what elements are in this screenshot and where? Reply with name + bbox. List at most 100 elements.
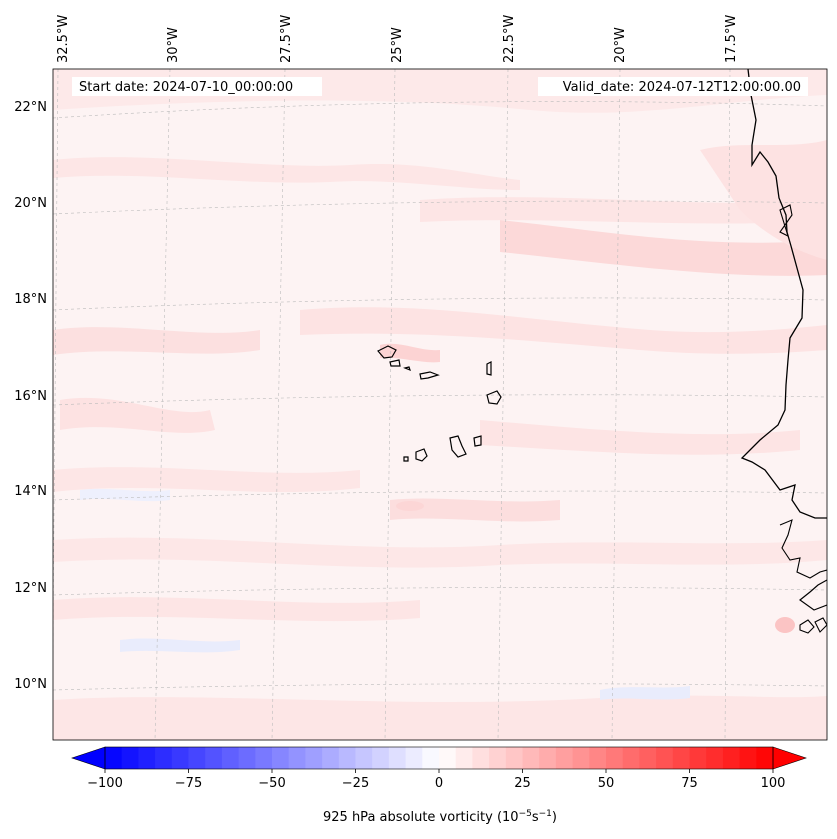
colorbar-segment bbox=[555, 747, 573, 769]
colorbar-tick-label: −100 bbox=[87, 776, 123, 791]
colorbar-segment bbox=[221, 747, 239, 769]
island-sao-nicolau bbox=[419, 371, 440, 380]
island-fogo bbox=[415, 448, 428, 462]
colorbar-segment bbox=[205, 747, 223, 769]
colorbar-segment bbox=[105, 747, 123, 769]
colorbar-tick-label: −50 bbox=[258, 776, 285, 791]
colorbar-max-extend-arrow bbox=[772, 746, 807, 770]
colorbar-segment bbox=[606, 747, 624, 769]
valid-date-box bbox=[538, 77, 808, 96]
colorbar-segment bbox=[388, 747, 406, 769]
colorbar-segment bbox=[672, 747, 690, 769]
start-date-text: Start date: 2024-07-10_00:00:00 bbox=[79, 80, 293, 95]
colorbar-segment bbox=[338, 747, 356, 769]
lat-label: 16°N bbox=[14, 389, 47, 404]
valid-date-text: Valid_date: 2024-07-12T12:00:00.00 bbox=[563, 80, 801, 95]
colorbar-label-exp2: −1 bbox=[539, 809, 552, 819]
cap-vert-peninsula bbox=[779, 204, 793, 238]
africa-coast-south bbox=[799, 579, 827, 611]
lon-label: 25°W bbox=[390, 27, 405, 63]
colorbar-segment bbox=[288, 747, 306, 769]
island-santa-luzia bbox=[403, 366, 411, 372]
bissau-islands bbox=[779, 519, 827, 634]
colorbar-segment bbox=[188, 747, 206, 769]
colorbar-segment bbox=[656, 747, 674, 769]
graticule bbox=[53, 69, 827, 740]
colorbar-tick-label: 100 bbox=[761, 776, 786, 791]
colorbar-segment bbox=[455, 747, 473, 769]
colorbar-segment bbox=[572, 747, 590, 769]
africa-coastline bbox=[740, 69, 827, 519]
colorbar-segment bbox=[255, 747, 273, 769]
colorbar-segment bbox=[639, 747, 657, 769]
colorbar-label-mid: s bbox=[532, 810, 539, 825]
lon-label: 30°W bbox=[166, 27, 181, 63]
colorbar-min-extend-arrow bbox=[71, 746, 106, 770]
colorbar-segment bbox=[439, 747, 457, 769]
island-santo-antao bbox=[377, 345, 397, 359]
colorbar-tick-label: 50 bbox=[598, 776, 615, 791]
lon-label: 17.5°W bbox=[724, 15, 739, 63]
colorbar-segment bbox=[155, 747, 173, 769]
latitude-labels: 22°N 20°N 18°N 16°N 14°N 12°N 10°N bbox=[14, 100, 47, 692]
colorbar-segment bbox=[522, 747, 540, 769]
colorbar-tick-label: −75 bbox=[175, 776, 202, 791]
map-panel: Start date: 2024-07-10_00:00:00 Valid_da… bbox=[53, 69, 827, 740]
colorbar-segment bbox=[272, 747, 290, 769]
colorbar-label: 925 hPa absolute vorticity (10−5s−1) bbox=[323, 809, 557, 825]
colorbar-segment bbox=[405, 747, 423, 769]
colorbar-segments bbox=[105, 747, 774, 769]
colorbar-segment bbox=[489, 747, 507, 769]
colorbar-segment bbox=[138, 747, 156, 769]
start-date-box bbox=[72, 77, 322, 96]
island-santiago bbox=[449, 435, 467, 458]
colorbar-segment bbox=[372, 747, 390, 769]
colorbar-segment bbox=[722, 747, 740, 769]
colorbar-segment bbox=[171, 747, 189, 769]
colorbar-segment bbox=[756, 747, 774, 769]
island-sal bbox=[486, 361, 492, 376]
island-boa-vista bbox=[486, 390, 502, 405]
lon-label: 20°W bbox=[613, 27, 628, 63]
lat-label: 22°N bbox=[14, 100, 47, 115]
lat-label: 10°N bbox=[14, 677, 47, 692]
longitude-labels: 32.5°W 30°W 27.5°W 25°W 22.5°W 20°W 17.5… bbox=[56, 15, 739, 63]
colorbar-segment bbox=[238, 747, 256, 769]
colorbar-segment bbox=[121, 747, 139, 769]
island-brava bbox=[403, 456, 409, 462]
island-maio bbox=[473, 435, 482, 447]
colorbar-segment bbox=[539, 747, 557, 769]
colorbar-tick-label: 0 bbox=[435, 776, 443, 791]
lon-label: 27.5°W bbox=[279, 15, 294, 63]
colorbar-ticks: −100 −75 −50 −25 0 25 50 75 100 bbox=[87, 769, 785, 791]
colorbar-segment bbox=[622, 747, 640, 769]
lat-label: 14°N bbox=[14, 484, 47, 499]
map-frame bbox=[52, 68, 828, 741]
lon-label: 22.5°W bbox=[502, 15, 517, 63]
colorbar-segment bbox=[305, 747, 323, 769]
colorbar-label-exp1: −5 bbox=[519, 809, 532, 819]
colorbar-segment bbox=[472, 747, 490, 769]
colorbar-tick-label: −25 bbox=[342, 776, 369, 791]
colorbar-segment bbox=[589, 747, 607, 769]
lon-label: 32.5°W bbox=[56, 15, 71, 63]
island-sao-vicente bbox=[389, 359, 401, 367]
colorbar-label-prefix: 925 hPa absolute vorticity (10 bbox=[323, 810, 519, 825]
lat-label: 20°N bbox=[14, 196, 47, 211]
cape-verde-islands bbox=[377, 345, 502, 462]
colorbar: −100 −75 −50 −25 0 25 50 75 100 925 hPa absolute… bbox=[71, 746, 807, 825]
colorbar-segment bbox=[322, 747, 340, 769]
colorbar-segment bbox=[422, 747, 440, 769]
colorbar-segment bbox=[355, 747, 373, 769]
lat-label: 18°N bbox=[14, 292, 47, 307]
colorbar-segment bbox=[706, 747, 724, 769]
colorbar-segment bbox=[505, 747, 523, 769]
vorticity-shading bbox=[53, 69, 827, 740]
colorbar-tick-label: 25 bbox=[514, 776, 531, 791]
lat-label: 12°N bbox=[14, 581, 47, 596]
colorbar-label-suffix: ) bbox=[552, 810, 557, 825]
colorbar-segment bbox=[689, 747, 707, 769]
colorbar-segment bbox=[739, 747, 757, 769]
colorbar-tick-label: 75 bbox=[681, 776, 698, 791]
